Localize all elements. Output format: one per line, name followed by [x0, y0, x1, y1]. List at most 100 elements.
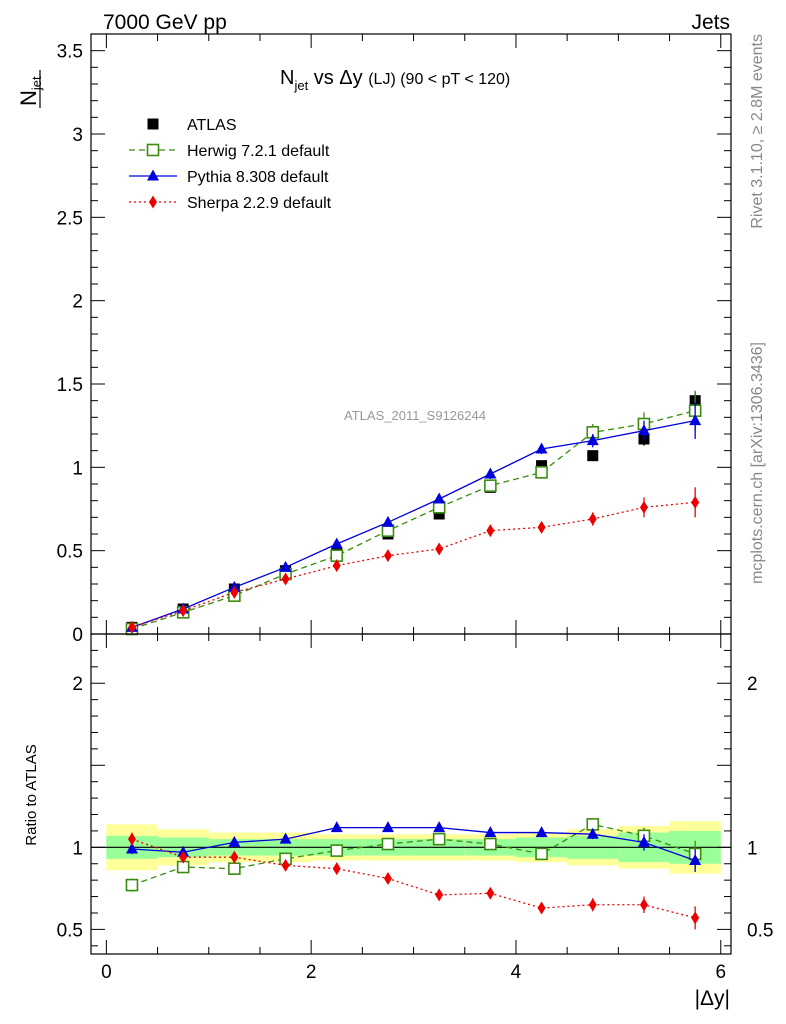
main-y-tick-label: 3	[72, 125, 83, 146]
analysis-watermark: ATLAS_2011_S9126244	[344, 408, 486, 423]
main-point-pythia	[330, 537, 343, 549]
legend-item-pythia: Pythia 8.308 default	[129, 169, 329, 186]
main-point-sherpa	[486, 524, 495, 538]
main-point-pythia	[484, 467, 497, 479]
header-right: Jets	[691, 11, 730, 34]
main-point-pythia	[381, 515, 394, 527]
legend-label-pythia: Pythia 8.308 default	[187, 169, 329, 186]
main-point-sherpa	[588, 512, 597, 526]
main-y-tick-label: 2.5	[57, 208, 83, 229]
ratio-point-herwig	[228, 862, 241, 875]
main-line-herwig	[131, 410, 696, 630]
ratio-point-pythia	[125, 842, 138, 854]
ratio-point-sherpa	[179, 850, 188, 864]
main-point-sherpa	[179, 604, 188, 618]
main-point-herwig	[535, 466, 548, 479]
legend-item-sherpa: Sherpa 2.2.9 default	[129, 195, 332, 212]
ratio-point-sherpa	[127, 832, 136, 846]
rivet-label: Rivet 3.1.10, ≥ 2.8M events	[749, 34, 766, 229]
ratio-point-pythia	[228, 835, 241, 847]
ratio-point-pythia	[535, 826, 548, 838]
main-point-sherpa	[127, 620, 136, 634]
ratio-point-pythia	[381, 821, 394, 833]
legend-label-herwig: Herwig 7.2.1 default	[187, 143, 330, 160]
main-plot-panel: 0 0.5 1 1.5 2 2.5 3 3.5 ATLAS_2011_S9126244 Nje…	[16, 33, 732, 646]
ratio-point-herwig	[125, 878, 139, 892]
ratio-point-herwig	[535, 847, 548, 861]
main-y-tick-label: 1	[72, 458, 83, 479]
ratio-point-sherpa	[486, 886, 495, 900]
ratio-point-sherpa	[639, 898, 648, 912]
ratio-y-tick-label-right: 1	[747, 838, 758, 859]
main-point-sherpa	[691, 495, 700, 509]
ratio-point-sherpa	[537, 901, 546, 915]
ratio-point-herwig	[484, 837, 497, 851]
svg-text:Njet: Njet	[16, 76, 44, 106]
ratio-y-tick-label-right: 2	[747, 674, 758, 695]
main-y-tick-label: 0	[72, 625, 83, 646]
main-y-tick-label: 1.5	[57, 375, 83, 396]
main-point-atlas	[536, 460, 548, 472]
ratio-line-sherpa	[131, 838, 696, 919]
legend-label-atlas: ATLAS	[187, 117, 237, 134]
ratio-plot-frame	[90, 633, 732, 955]
main-point-herwig	[484, 479, 497, 492]
ratio-y-tick-label: 1	[72, 838, 83, 859]
main-point-sherpa	[537, 520, 546, 534]
ratio-y-tick-label: 2	[72, 674, 83, 695]
series-sherpa	[127, 832, 700, 930]
legend-marker-atlas	[147, 118, 159, 130]
legend-marker-pythia	[147, 169, 159, 181]
main-point-sherpa	[639, 500, 648, 514]
ratio-point-pythia	[637, 835, 650, 847]
main-point-atlas	[433, 508, 445, 520]
main-y-tick-label: 2	[72, 292, 83, 313]
legend-marker-herwig	[146, 143, 160, 157]
ratio-point-sherpa	[383, 872, 392, 886]
ratio-plot-panel: 0.5 0.5 1 1 2 2 0 2 4 6 Ratio to ATLAS |Δy|	[23, 633, 773, 1010]
ratio-y-tick-label: 0.5	[57, 920, 83, 941]
legend-item-atlas: ATLAS	[147, 117, 237, 134]
series-sherpa	[127, 487, 700, 634]
ratio-point-sherpa	[281, 858, 290, 872]
main-point-pythia	[433, 492, 446, 504]
main-y-tick-label: 0.5	[57, 542, 83, 563]
x-tick-label: 0	[101, 962, 112, 983]
main-point-sherpa	[383, 549, 392, 563]
main-point-pythia	[535, 442, 548, 454]
main-point-pythia	[279, 560, 292, 572]
ratio-point-sherpa	[588, 898, 597, 912]
ratio-point-herwig	[330, 844, 344, 857]
main-point-sherpa	[435, 542, 444, 556]
ratio-point-pythia	[586, 827, 599, 839]
ratio-point-herwig	[432, 832, 446, 846]
main-line-sherpa	[131, 501, 696, 628]
main-point-pythia	[637, 424, 650, 436]
ratio-line-pythia	[131, 826, 696, 862]
main-y-tick-label: 3.5	[57, 42, 83, 63]
main-point-sherpa	[332, 559, 341, 573]
ratio-point-pythia	[330, 821, 343, 833]
main-point-sherpa	[281, 572, 290, 586]
ratio-line-herwig	[131, 823, 696, 886]
mcplots-label: mcplots.cern.ch [arXiv:1306.3436]	[749, 342, 766, 584]
series-pythia	[125, 821, 702, 872]
main-point-pythia	[586, 434, 599, 446]
ratio-point-pythia	[689, 853, 702, 865]
legend-label-sherpa: Sherpa 2.2.9 default	[187, 195, 332, 212]
legend-marker-sherpa	[149, 195, 157, 209]
ratio-y-tick-label-right: 0.5	[747, 920, 773, 941]
series-pythia	[125, 402, 702, 632]
x-tick-label: 4	[511, 962, 522, 983]
x-tick-label: 6	[715, 962, 726, 983]
ratio-point-sherpa	[230, 850, 239, 864]
x-axis-label: |Δy|	[695, 987, 730, 1010]
ratio-point-sherpa	[332, 862, 341, 876]
series-herwig	[125, 390, 702, 636]
main-point-sherpa	[230, 585, 239, 599]
x-tick-label: 2	[306, 962, 317, 983]
ratio-point-herwig	[381, 837, 395, 851]
main-point-pythia	[689, 414, 702, 426]
ratio-y-label: Ratio to ATLAS	[23, 744, 40, 845]
